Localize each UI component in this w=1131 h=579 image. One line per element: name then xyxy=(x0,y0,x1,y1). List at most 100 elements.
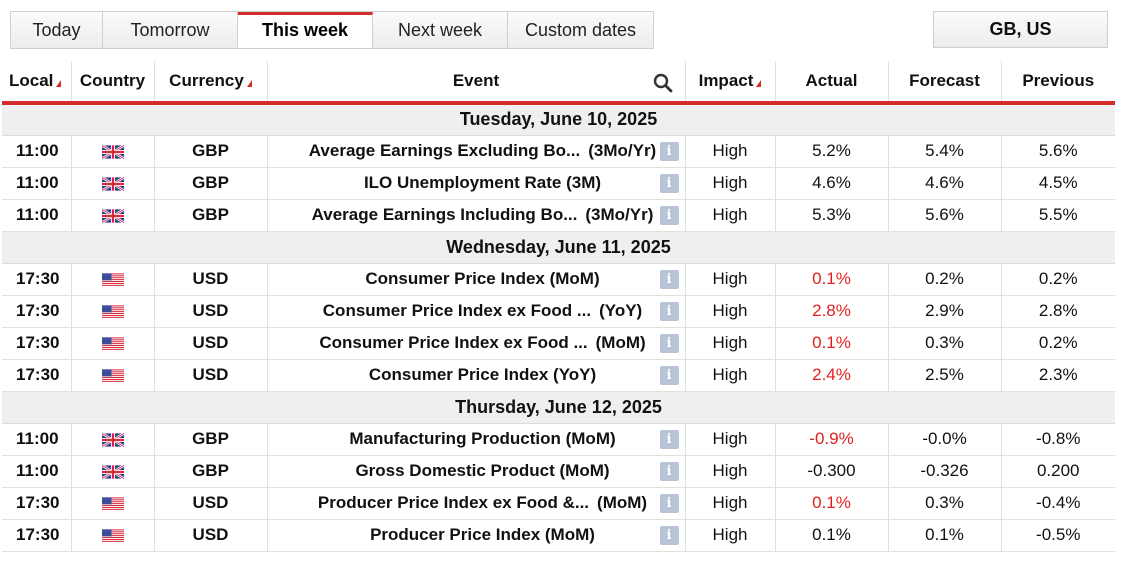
forecast-cell: -0.0% xyxy=(887,423,1001,456)
table-row[interactable]: 17:30 USD Producer Price Index (MoM) i High 0… xyxy=(2,519,1115,552)
actual-cell: 5.2% xyxy=(774,135,888,168)
info-icon[interactable]: i xyxy=(659,525,679,545)
forecast-cell: 5.6% xyxy=(887,199,1001,232)
previous-cell: 4.5% xyxy=(1000,167,1115,200)
tab-tomorrow[interactable]: Tomorrow xyxy=(103,12,238,48)
event-name[interactable]: Consumer Price Index ex Food ... xyxy=(322,301,592,320)
info-icon[interactable]: i xyxy=(659,365,679,385)
column-currency[interactable]: Currency xyxy=(153,61,267,105)
top-bar: Today Tomorrow This week Next week Custo… xyxy=(0,0,1131,60)
forecast-cell: 4.6% xyxy=(887,167,1001,200)
table-row[interactable]: 17:30 USD Consumer Price Index ex Food ...… xyxy=(2,327,1115,360)
impact-cell: High xyxy=(684,295,775,328)
impact-cell: High xyxy=(684,135,775,168)
event-time: 11:00 xyxy=(2,455,71,488)
impact-cell: High xyxy=(684,327,775,360)
country-cell xyxy=(70,455,154,488)
column-country-label: Country xyxy=(79,71,146,90)
info-icon[interactable]: i xyxy=(659,333,679,353)
event-name[interactable]: Consumer Price Index ex Food ... xyxy=(319,333,588,352)
actual-cell: 0.1% xyxy=(774,263,888,296)
gb-flag-icon xyxy=(101,464,124,479)
event-time: 17:30 xyxy=(2,295,71,328)
event-period: (MoM) xyxy=(595,333,646,352)
region-filter-button[interactable]: GB, US xyxy=(933,11,1108,48)
event-cell[interactable]: ILO Unemployment Rate (3M) i xyxy=(266,167,685,200)
us-flag-icon xyxy=(101,336,124,351)
event-time: 17:30 xyxy=(2,519,71,552)
event-cell[interactable]: Average Earnings Excluding Bo... (3Mo/Yr)… xyxy=(266,135,685,168)
event-cell[interactable]: Average Earnings Including Bo... (3Mo/Yr)… xyxy=(266,199,685,232)
column-local[interactable]: Local xyxy=(2,61,71,105)
economic-calendar-table: Local Country Currency Event Impact Actu… xyxy=(2,61,1115,552)
table-row[interactable]: 11:00 GBP Gross Domestic Product (MoM) i Hig… xyxy=(2,455,1115,488)
info-icon[interactable]: i xyxy=(659,141,679,161)
date-group-row: Thursday, June 12, 2025 xyxy=(2,391,1115,424)
actual-cell: 0.1% xyxy=(774,327,888,360)
sort-icon xyxy=(56,80,62,87)
previous-cell: 0.200 xyxy=(1000,455,1115,488)
event-name[interactable]: Consumer Price Index (YoY) xyxy=(368,365,597,384)
gb-flag-icon xyxy=(101,208,124,223)
impact-cell: High xyxy=(684,423,775,456)
column-event-label: Event xyxy=(452,71,500,90)
info-icon[interactable]: i xyxy=(659,173,679,193)
tab-this-week[interactable]: This week xyxy=(238,12,373,48)
gb-flag-icon xyxy=(101,432,124,447)
event-cell[interactable]: Producer Price Index ex Food &... (MoM) i xyxy=(266,487,685,520)
actual-cell: 0.1% xyxy=(774,487,888,520)
event-name[interactable]: Manufacturing Production (MoM) xyxy=(349,429,616,448)
event-name[interactable]: ILO Unemployment Rate (3M) xyxy=(363,173,602,192)
event-name[interactable]: Average Earnings Excluding Bo... xyxy=(308,141,581,160)
table-row[interactable]: 11:00 GBP Manufacturing Production (MoM) i H… xyxy=(2,423,1115,456)
tab-today[interactable]: Today xyxy=(11,12,103,48)
date-heading: Wednesday, June 11, 2025 xyxy=(2,231,1115,264)
column-previous-label: Previous xyxy=(1022,71,1095,90)
event-name[interactable]: Producer Price Index ex Food &... xyxy=(317,493,590,512)
event-time: 17:30 xyxy=(2,263,71,296)
country-cell xyxy=(70,295,154,328)
currency-cell: USD xyxy=(153,519,267,552)
column-local-label: Local xyxy=(9,71,54,90)
currency-cell: GBP xyxy=(153,455,267,488)
impact-cell: High xyxy=(684,519,775,552)
event-name[interactable]: Consumer Price Index (MoM) xyxy=(365,269,600,288)
actual-cell: 2.4% xyxy=(774,359,888,392)
event-cell[interactable]: Gross Domestic Product (MoM) i xyxy=(266,455,685,488)
table-row[interactable]: 11:00 GBP ILO Unemployment Rate (3M) i High 4… xyxy=(2,167,1115,200)
table-row[interactable]: 11:00 GBP Average Earnings Including Bo...… xyxy=(2,199,1115,232)
search-icon[interactable] xyxy=(653,73,673,93)
table-row[interactable]: 17:30 USD Consumer Price Index (YoY) i High 2… xyxy=(2,359,1115,392)
info-icon[interactable]: i xyxy=(659,493,679,513)
column-currency-label: Currency xyxy=(169,71,244,90)
event-cell[interactable]: Producer Price Index (MoM) i xyxy=(266,519,685,552)
table-row[interactable]: 17:30 USD Producer Price Index ex Food &..… xyxy=(2,487,1115,520)
country-cell xyxy=(70,327,154,360)
info-icon[interactable]: i xyxy=(659,301,679,321)
event-cell[interactable]: Consumer Price Index (YoY) i xyxy=(266,359,685,392)
event-name[interactable]: Gross Domestic Product (MoM) xyxy=(355,461,610,480)
tab-custom-dates[interactable]: Custom dates xyxy=(508,12,653,48)
table-row[interactable]: 17:30 USD Consumer Price Index (MoM) i High 0… xyxy=(2,263,1115,296)
info-icon[interactable]: i xyxy=(659,205,679,225)
sort-icon xyxy=(756,80,762,87)
previous-cell: 2.8% xyxy=(1000,295,1115,328)
table-row[interactable]: 11:00 GBP Average Earnings Excluding Bo...… xyxy=(2,135,1115,168)
gb-flag-icon xyxy=(101,176,124,191)
event-cell[interactable]: Consumer Price Index (MoM) i xyxy=(266,263,685,296)
event-cell[interactable]: Manufacturing Production (MoM) i xyxy=(266,423,685,456)
currency-cell: GBP xyxy=(153,135,267,168)
event-name[interactable]: Average Earnings Including Bo... xyxy=(311,205,578,224)
event-cell[interactable]: Consumer Price Index ex Food ... (YoY) i xyxy=(266,295,685,328)
tab-next-week[interactable]: Next week xyxy=(373,12,508,48)
info-icon[interactable]: i xyxy=(659,461,679,481)
column-impact[interactable]: Impact xyxy=(684,61,775,105)
impact-cell: High xyxy=(684,455,775,488)
event-cell[interactable]: Consumer Price Index ex Food ... (MoM) i xyxy=(266,327,685,360)
actual-cell: 4.6% xyxy=(774,167,888,200)
table-row[interactable]: 17:30 USD Consumer Price Index ex Food ...… xyxy=(2,295,1115,328)
info-icon[interactable]: i xyxy=(659,269,679,289)
event-name[interactable]: Producer Price Index (MoM) xyxy=(370,525,595,544)
info-icon[interactable]: i xyxy=(659,429,679,449)
forecast-cell: 0.2% xyxy=(887,263,1001,296)
